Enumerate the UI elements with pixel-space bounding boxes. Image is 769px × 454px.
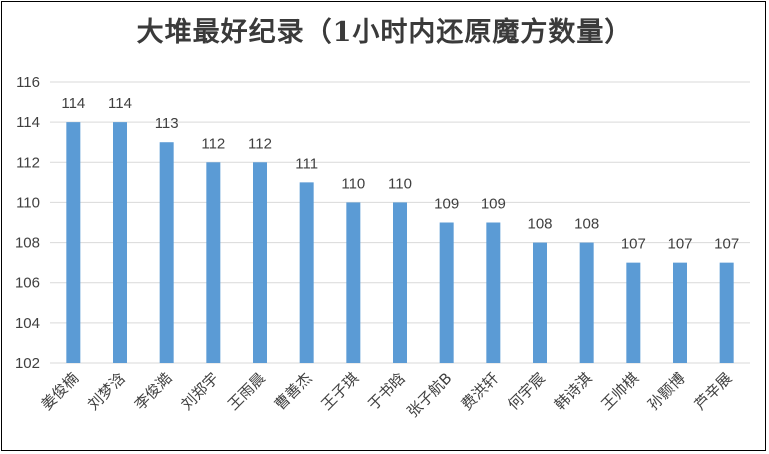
data-label: 108 bbox=[527, 216, 552, 233]
x-tick-label: 费洪轩 bbox=[458, 369, 503, 414]
x-tick-label: 刘郑宇 bbox=[178, 369, 223, 414]
bar bbox=[719, 262, 734, 363]
bar bbox=[579, 242, 594, 363]
y-tick-label: 106 bbox=[15, 275, 40, 292]
bar bbox=[393, 202, 407, 363]
bar bbox=[159, 142, 174, 363]
data-label: 110 bbox=[388, 175, 412, 192]
data-label: 112 bbox=[201, 135, 225, 152]
y-axis-ticks: 102 104 106 108 110 112 114 116 bbox=[15, 74, 40, 372]
y-tick-label: 108 bbox=[15, 235, 40, 252]
data-label: 114 bbox=[61, 95, 85, 112]
x-tick-label: 何宇宸 bbox=[504, 369, 549, 414]
y-tick-label: 104 bbox=[15, 315, 40, 332]
bar bbox=[206, 162, 221, 363]
x-tick-label: 于书晗 bbox=[364, 369, 409, 414]
data-label: 109 bbox=[481, 196, 506, 213]
x-tick-label: 韩诗淇 bbox=[551, 369, 596, 414]
bar bbox=[673, 262, 687, 363]
chart-title: 大堆最好纪录（1小时内还原魔方数量） bbox=[136, 17, 633, 48]
x-tick-label: 王雨晨 bbox=[224, 369, 269, 414]
x-tick-label: 王子琪 bbox=[318, 369, 363, 414]
y-tick-label: 114 bbox=[16, 114, 40, 131]
data-label: 108 bbox=[574, 216, 599, 233]
data-label: 112 bbox=[248, 135, 272, 152]
x-tick-label: 曹善杰 bbox=[271, 369, 316, 414]
x-tick-label: 姜俊楠 bbox=[38, 369, 83, 414]
data-label: 107 bbox=[714, 236, 739, 253]
data-labels: 114 114 113 112 112 111 110 110 109 109 108 108 107 1… bbox=[61, 95, 739, 253]
bar bbox=[486, 222, 501, 363]
y-tick-label: 102 bbox=[15, 355, 40, 372]
bar bbox=[113, 122, 127, 364]
data-label: 111 bbox=[295, 155, 318, 172]
x-tick-label: 李俊澔 bbox=[131, 369, 176, 414]
x-tick-label: 芦辛展 bbox=[691, 369, 736, 414]
y-tick-label: 110 bbox=[16, 194, 40, 211]
bar bbox=[253, 162, 267, 363]
x-tick-label: 张子航B bbox=[404, 369, 456, 421]
bars bbox=[66, 122, 734, 364]
bar bbox=[346, 202, 361, 363]
bar bbox=[533, 242, 547, 363]
data-label: 107 bbox=[621, 236, 646, 253]
y-tick-label: 112 bbox=[16, 154, 40, 171]
x-tick-label: 王帅棋 bbox=[598, 369, 643, 414]
data-label: 107 bbox=[667, 236, 692, 253]
bar bbox=[299, 182, 314, 363]
bar bbox=[439, 222, 454, 363]
x-tick-label: 孙颢博 bbox=[644, 369, 689, 414]
data-label: 109 bbox=[434, 196, 459, 213]
bar bbox=[626, 262, 641, 363]
bar bbox=[66, 122, 81, 364]
y-tick-label: 116 bbox=[16, 74, 40, 91]
data-label: 113 bbox=[155, 115, 179, 132]
data-label: 110 bbox=[341, 175, 365, 192]
x-tick-label: 刘梦浛 bbox=[84, 369, 129, 414]
data-label: 114 bbox=[108, 95, 132, 112]
